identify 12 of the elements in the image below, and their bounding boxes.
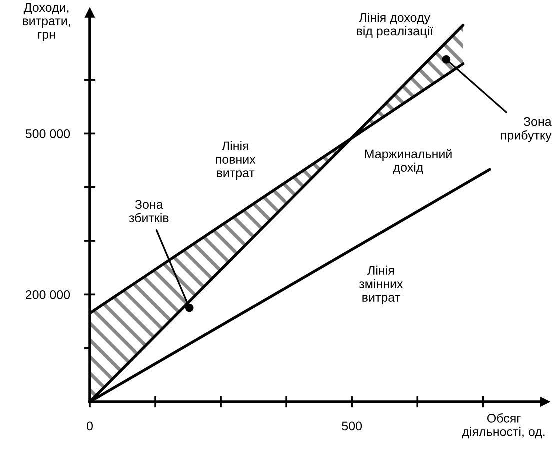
- annotation: Зона прибутку: [501, 117, 552, 142]
- x-tick-label: 500: [342, 422, 362, 431]
- y-tick-label: 500 000: [26, 130, 70, 138]
- annotation: Маржинальний дохід: [365, 149, 452, 174]
- series-label: Лінія змінних витрат: [359, 266, 404, 304]
- annotation: Зона збитків: [129, 200, 169, 223]
- y-axis-title: Доходи, витрати, грн: [23, 3, 70, 42]
- y-tick-label: 200 000: [26, 290, 70, 300]
- series-label: Лінія доходу від реалізації: [357, 13, 434, 38]
- x-tick-label: 0: [87, 422, 93, 431]
- series-label: Лінія повних витрат: [216, 141, 256, 180]
- x-axis-title: Обсяг діяльності, од.: [462, 414, 545, 439]
